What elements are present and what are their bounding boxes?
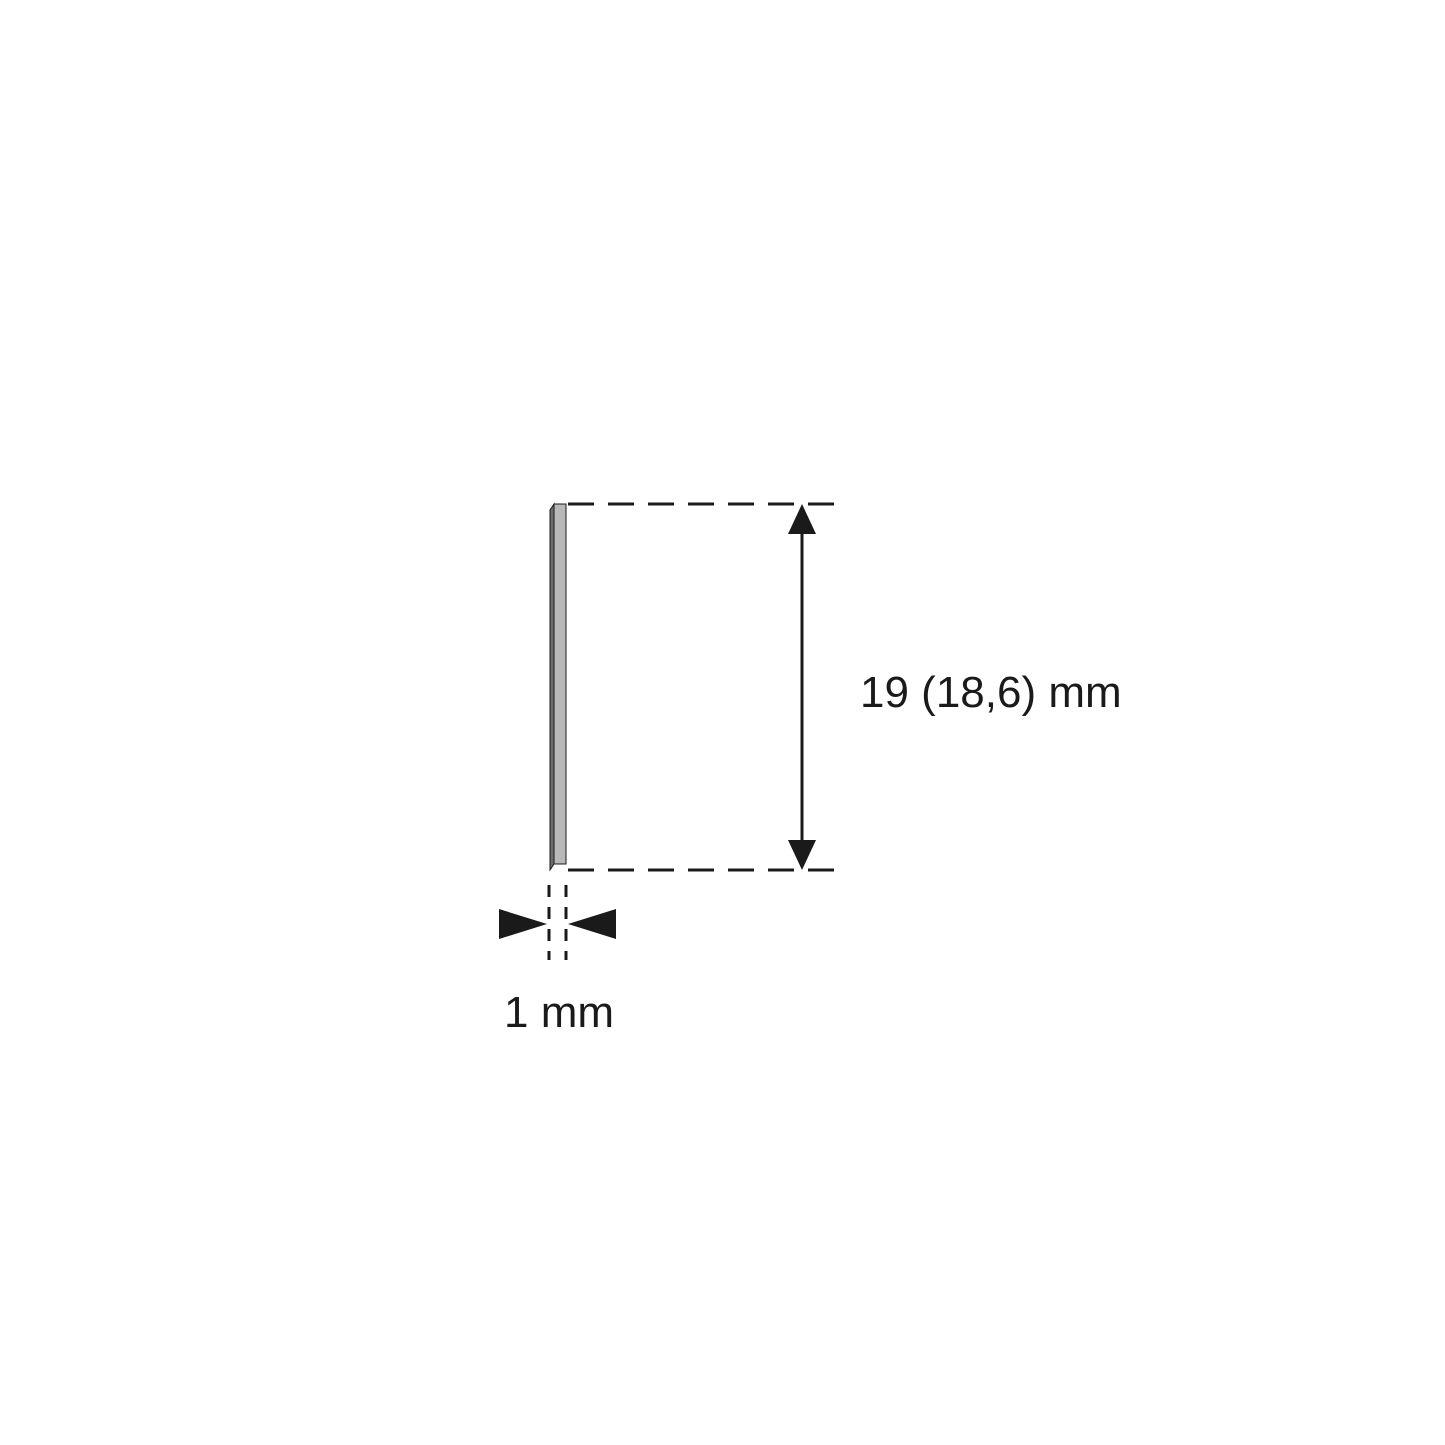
width-arrowhead-right [568, 909, 616, 939]
height-arrowhead-top [788, 504, 816, 534]
height-dimension-label: 19 (18,6) mm [860, 668, 1122, 718]
height-arrowhead-bottom [788, 840, 816, 870]
width-arrowhead-left [499, 909, 547, 939]
width-dimension-label: 1 mm [504, 988, 614, 1038]
diagram-canvas: 19 (18,6) mm 1 mm [0, 0, 1445, 1445]
nail-body [550, 504, 566, 870]
dimension-svg [0, 0, 1445, 1445]
